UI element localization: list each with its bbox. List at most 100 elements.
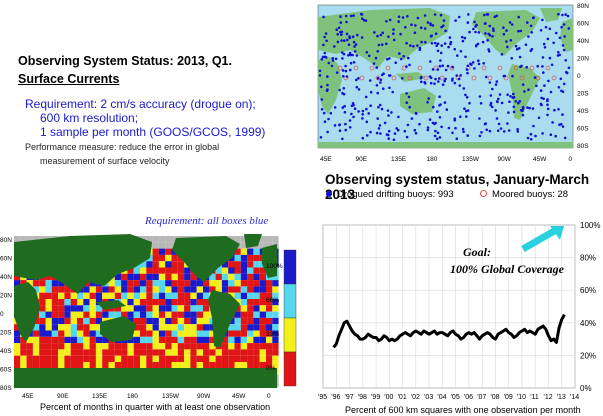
coverage-cell: [247, 248, 254, 255]
buoy-map-lat-label: 80N: [577, 3, 589, 10]
coverage-cell: [240, 317, 248, 325]
coverage-cell: [32, 336, 40, 344]
coverage-cell: [228, 355, 235, 362]
coverage-cell: [140, 362, 147, 369]
drifting-buoy: [554, 31, 558, 35]
coverage-cell: [140, 305, 147, 312]
coverage-cell: [64, 349, 71, 356]
drifting-buoy: [376, 50, 380, 53]
coverage-cell: [58, 280, 65, 287]
drifting-buoy: [494, 109, 497, 112]
drifting-buoy: [506, 93, 509, 96]
chart-y-ticks: 0% 20% 40% 60% 80% 100%: [580, 221, 600, 393]
coverage-cell: [203, 317, 210, 325]
drifting-buoy: [443, 79, 446, 83]
coverage-cell: [190, 311, 197, 318]
coverage-cell: [83, 305, 90, 312]
drifting-buoy: [516, 130, 520, 133]
coverage-cell: [209, 336, 216, 344]
coverage-cell: [184, 280, 191, 287]
coverage-cell: [146, 355, 153, 362]
drifting-buoy: [392, 32, 395, 35]
coverage-cell: [14, 336, 21, 344]
coverage-cell: [121, 355, 128, 362]
drifting-buoy: [379, 81, 382, 84]
drifting-buoy: [339, 30, 342, 34]
drifting-buoys: [318, 12, 571, 142]
drifting-buoy: [346, 38, 349, 42]
drifting-buoy: [473, 20, 476, 24]
coverage-cell: [259, 336, 266, 344]
coverage-cell: [152, 355, 159, 362]
drifting-buoy: [557, 51, 560, 54]
coverage-cell: [259, 299, 266, 306]
coverage-cell: [89, 292, 96, 299]
drifting-buoy: [409, 44, 412, 47]
coverage-cell: [184, 311, 191, 318]
drifting-buoy: [323, 55, 327, 59]
coverage-cell: [89, 317, 96, 325]
coverage-cell: [152, 317, 159, 325]
coverage-cell: [14, 362, 21, 369]
drifting-buoy: [438, 64, 442, 68]
coverage-cell: [121, 292, 128, 299]
drifting-buoy: [323, 120, 327, 123]
drifting-buoy: [451, 131, 454, 135]
coverage-cell: [64, 299, 71, 306]
coverage-cell: [253, 254, 260, 262]
drifting-buoy: [561, 90, 565, 94]
coverage-cell: [221, 286, 229, 293]
drifting-buoy: [334, 57, 338, 61]
coverage-cell: [77, 292, 84, 299]
coverage-cell: [114, 280, 122, 287]
coverage-cell: [58, 299, 65, 306]
coverage-cell: [127, 286, 134, 293]
coverage-cell: [234, 311, 241, 318]
drifting-buoy: [375, 66, 378, 69]
coverage-cell: [165, 267, 172, 274]
coverage-cell: [215, 280, 222, 287]
drifting-buoy: [345, 20, 348, 24]
drifting-buoy: [330, 64, 334, 68]
coverage-cell: [158, 286, 166, 293]
coverage-cell: [140, 317, 147, 325]
drifting-buoy: [355, 85, 359, 89]
drifting-buoy: [361, 136, 365, 140]
coverage-cell: [171, 355, 178, 362]
coverage-cell: [272, 286, 279, 293]
coverage-line: [332, 313, 566, 349]
coverage-cell: [247, 330, 254, 337]
drifting-buoy: [540, 96, 543, 100]
coverage-cell: [127, 311, 134, 318]
coverage-cell: [64, 362, 71, 369]
coverage-cell: [165, 355, 172, 362]
coverage-cell: [83, 349, 90, 356]
coverage-cell: [165, 343, 172, 350]
coverage-cell: [196, 280, 203, 287]
coverage-cell: [221, 362, 229, 369]
coverage-cell: [140, 311, 147, 318]
drifting-buoy: [460, 35, 464, 39]
coverage-cell: [203, 355, 210, 362]
coverage-cell: [70, 336, 77, 344]
coverage-cell: [240, 305, 248, 312]
drifting-buoy: [541, 56, 545, 59]
drifting-buoy: [431, 68, 435, 71]
moored-buoy: [359, 75, 365, 81]
coverage-cell: [133, 311, 140, 318]
coverage-cell: [158, 299, 166, 306]
drifting-buoy: [351, 35, 355, 39]
coverage-cell: [95, 343, 103, 350]
coverage-cell: [95, 286, 103, 293]
legend-drogued-label: Drogued drifting buoys: 993: [337, 189, 454, 200]
drifting-buoy: [320, 98, 324, 101]
coverage-cell: [39, 292, 46, 299]
coverage-cell: [89, 311, 96, 318]
coverage-cell: [108, 343, 115, 350]
coverage-cell: [114, 355, 122, 362]
drifting-buoy: [521, 109, 524, 112]
coverage-cell: [45, 299, 52, 306]
coverage-cell: [89, 362, 96, 369]
coverage-cell: [89, 349, 96, 356]
coverage-cell: [146, 362, 153, 369]
